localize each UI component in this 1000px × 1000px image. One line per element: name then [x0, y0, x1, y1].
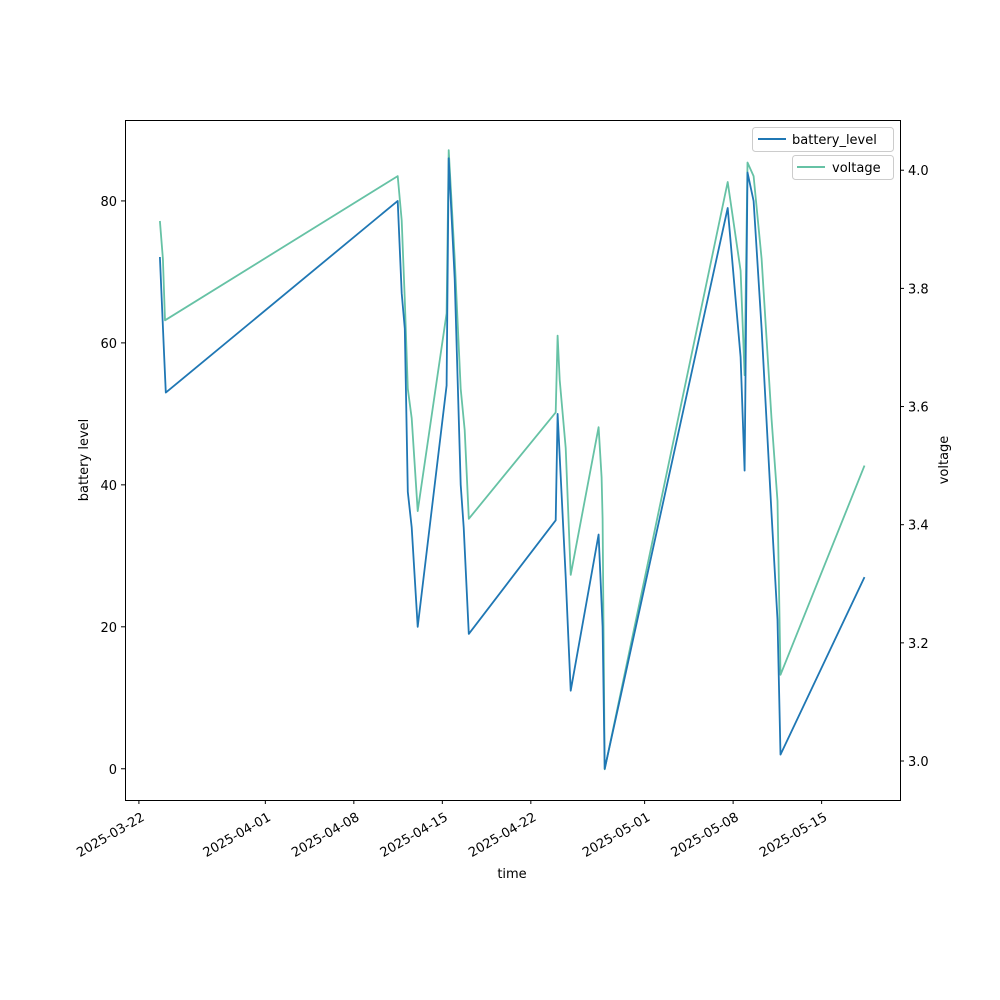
x-axis-label: time: [497, 867, 526, 882]
y-tick-label-left: 20: [100, 621, 117, 636]
series-line-voltage: [159, 149, 866, 771]
y-tick-label-right: 3.2: [908, 637, 929, 652]
y-axis-label-left: battery level: [77, 419, 92, 502]
y-tick-label-left: 60: [100, 337, 117, 352]
legend-battery: battery_level: [752, 127, 894, 152]
y-tick-label-right: 3.6: [908, 401, 929, 416]
legend-battery-label: battery_level: [792, 133, 877, 148]
y-tick-label-right: 3.4: [908, 519, 929, 534]
y-tick-label-left: 0: [109, 763, 117, 778]
y-axis-label-right: voltage: [937, 436, 952, 485]
plot-frame: [125, 120, 901, 801]
y-tick-label-left: 40: [100, 479, 117, 494]
series-line-battery_level: [159, 157, 866, 770]
y-tick-label-left: 80: [100, 195, 117, 210]
legend-voltage: voltage: [792, 155, 894, 180]
y-tick-label-right: 3.8: [908, 282, 929, 297]
y-tick-label-right: 4.0: [908, 164, 929, 179]
legend-voltage-label: voltage: [832, 161, 881, 176]
y-tick-label-right: 3.0: [908, 755, 929, 770]
